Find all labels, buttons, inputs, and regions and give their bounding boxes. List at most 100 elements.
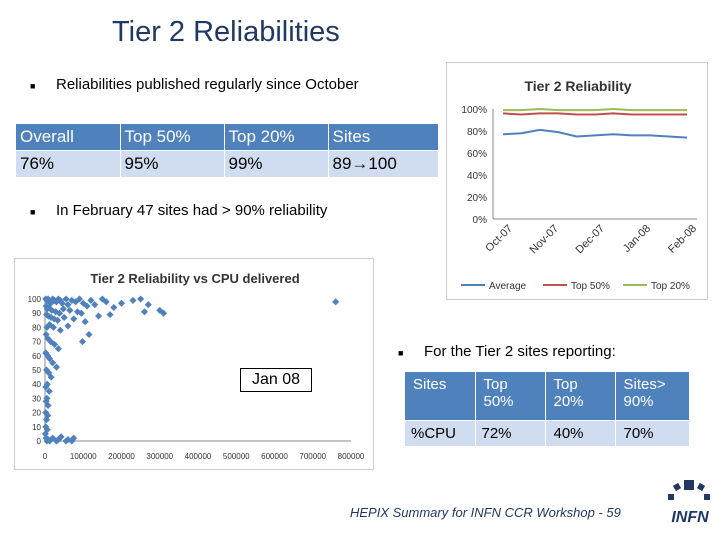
y-tick-label: 20% — [467, 193, 487, 204]
reliability-cpu-scatter-svg: Tier 2 Reliability vs CPU delivered 0 10 20… — [28, 271, 365, 461]
table-header-cell: Top 20% — [223, 124, 328, 151]
y-tick-label: 60 — [32, 352, 41, 361]
x-tick-label: Feb-08 — [666, 223, 699, 256]
x-tick-label: Dec-07 — [574, 223, 608, 257]
bullet-marker-icon: ■ — [30, 81, 36, 91]
x-tick-label: Jan-08 — [621, 223, 653, 255]
scatter-point — [332, 298, 340, 306]
bullet-marker-icon: ■ — [30, 207, 36, 217]
scatter-point — [85, 330, 93, 339]
x-tick-label: 400000 — [185, 452, 212, 461]
cpu-table: Sites Top 50% Top 20% Sites> 90% %CPU 72… — [405, 372, 689, 446]
scatter-point — [110, 303, 118, 312]
legend-label: Top 50% — [571, 281, 610, 292]
scatter-point — [62, 295, 70, 303]
bullet-published-text: Reliabilities published regularly since … — [56, 76, 359, 93]
scatter-point — [144, 301, 152, 309]
reliability-cpu-scatter-chart: Tier 2 Reliability vs CPU delivered 0 10 20… — [14, 258, 374, 470]
y-tick-label: 80% — [467, 127, 487, 138]
reliability-table-row: 76% 95% 99% 89→100 — [16, 150, 438, 177]
cpu-table-header: Sites Top 50% Top 20% Sites> 90% — [405, 372, 689, 421]
line-chart-title: Tier 2 Reliability — [524, 78, 631, 94]
table-cell: %CPU — [405, 420, 475, 446]
scatter-point — [140, 308, 148, 316]
scatter-point — [56, 326, 64, 334]
x-tick-label: 500000 — [223, 452, 250, 461]
scatter-point — [102, 298, 110, 306]
x-tick-label: 200000 — [108, 452, 135, 461]
scatter-point — [70, 315, 78, 323]
x-tick-label: 100000 — [70, 452, 97, 461]
table-header-cell: Top 50% — [474, 372, 545, 421]
y-tick-label: 20 — [32, 409, 41, 418]
x-tick-label: Nov-07 — [528, 223, 562, 257]
y-tick-label: 80 — [32, 323, 41, 332]
scatter-point — [52, 363, 61, 371]
bullet-published: ■ Reliabilities published regularly sinc… — [30, 76, 366, 93]
y-tick-label: 50 — [32, 366, 41, 375]
bullet-marker-icon: ■ — [398, 348, 404, 358]
y-tick-label: 40% — [467, 171, 487, 182]
series-line — [502, 128, 688, 139]
y-tick-label: 90 — [32, 309, 41, 318]
scatter-chart-title: Tier 2 Reliability vs CPU delivered — [90, 271, 299, 286]
scatter-point — [137, 295, 145, 303]
y-tick-label: 100 — [28, 295, 42, 304]
x-tick-label: 800000 — [338, 452, 365, 461]
bullet-tier2-sites-text: For the Tier 2 sites reporting: — [424, 343, 616, 360]
scatter-point — [59, 305, 67, 313]
y-tick-label: 40 — [32, 380, 41, 389]
reliability-table: Overall Top 50% Top 20% Sites 76% 95% 99… — [16, 124, 438, 177]
scatter-point — [42, 366, 51, 374]
legend-label: Average — [489, 281, 527, 292]
scatter-point — [75, 295, 83, 303]
scatter-point — [66, 306, 74, 314]
scatter-point — [51, 340, 59, 348]
scatter-point — [44, 401, 52, 410]
cpu-table-row: %CPU 72% 40% 70% — [405, 420, 689, 446]
table-cell: 70% — [614, 420, 689, 446]
reliability-line-chart-svg: Tier 2 Reliability 0% 20% 40% 60% 80% 100% Oct-… — [461, 78, 699, 292]
series-line — [502, 112, 687, 116]
scatter-point — [70, 434, 78, 442]
table-cell: 72% — [474, 420, 545, 446]
scatter-point — [44, 295, 52, 303]
reliability-table-header: Overall Top 50% Top 20% Sites — [16, 124, 438, 151]
x-tick-label: 700000 — [299, 452, 326, 461]
table-header-cell: Sites> 90% — [614, 372, 689, 421]
legend-label: Top 20% — [651, 281, 690, 292]
infn-logo-icon: INFN — [668, 480, 710, 526]
table-cell: 40% — [544, 420, 615, 446]
scatter-point — [106, 311, 114, 319]
scatter-point — [64, 322, 72, 330]
table-header-cell: Overall — [16, 124, 120, 151]
series-line — [503, 107, 687, 112]
x-tick-label: 300000 — [146, 452, 173, 461]
x-tick-label: 600000 — [261, 452, 288, 461]
y-tick-label: 30 — [32, 394, 41, 403]
scatter-point — [95, 312, 103, 320]
scatter-point — [117, 299, 126, 307]
bullet-february: ■ In February 47 sites had > 90% reliabi… — [30, 202, 346, 219]
x-tick-label: 0 — [43, 452, 48, 461]
table-cell: 89→100 — [327, 150, 438, 177]
scatter-point — [73, 308, 82, 316]
table-header-cell: Top 50% — [119, 124, 224, 151]
footer-text: HEPIX Summary for INFN CCR Workshop - 59 — [350, 505, 621, 520]
y-tick-label: 10 — [32, 423, 41, 432]
y-tick-label: 100% — [461, 105, 487, 116]
y-tick-label: 0 — [37, 437, 42, 446]
jan-08-callout: Jan 08 — [240, 368, 312, 392]
reliability-line-chart: Tier 2 Reliability 0% 20% 40% 60% 80% 100% Oct-… — [446, 62, 708, 300]
table-cell: 76% — [16, 150, 120, 177]
scatter-point — [129, 296, 137, 304]
y-tick-label: 0% — [473, 215, 488, 226]
table-cell: 99% — [223, 150, 328, 177]
y-tick-label: 60% — [467, 149, 487, 160]
scatter-point — [81, 318, 89, 326]
bullet-february-text: In February 47 sites had > 90% reliabili… — [56, 202, 328, 219]
table-cell: 95% — [119, 150, 224, 177]
table-header-cell: Sites — [327, 124, 438, 151]
x-tick-label: Oct-07 — [483, 223, 515, 255]
slide-title: Tier 2 Reliabilities — [112, 16, 340, 48]
